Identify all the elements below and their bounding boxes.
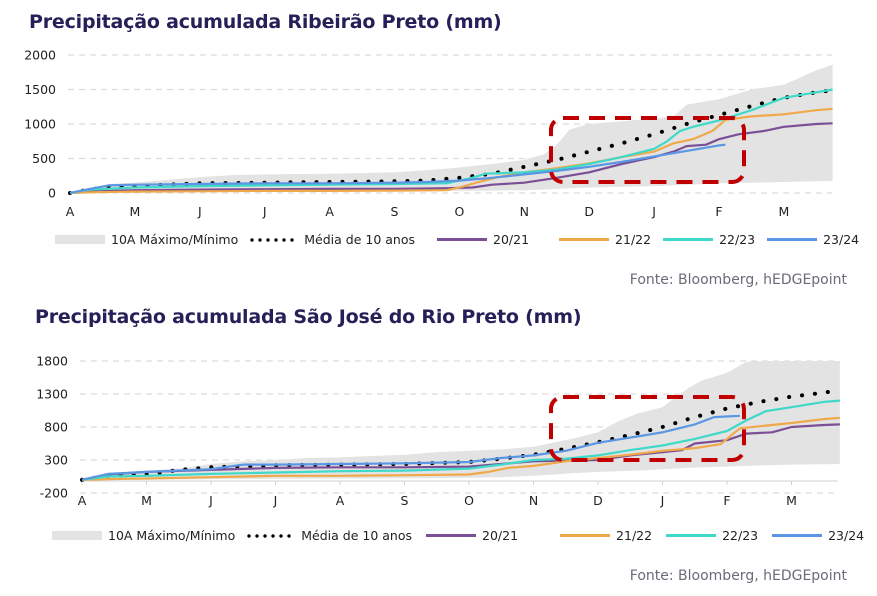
legend-swatch-2021 [426, 534, 477, 537]
highlight-box [549, 395, 746, 462]
legend-swatch-2223 [663, 238, 714, 241]
legend-item-band: 10A Máximo/Mínimo [52, 528, 235, 543]
series-line-average [68, 88, 835, 195]
y-tick-label: 1000 [24, 117, 56, 132]
legend-sao-jose-do-rio-preto: 10A Máximo/Mínimo Média de 10 anos 20/21… [52, 528, 864, 543]
legend-item-2223: 22/23 [666, 528, 758, 543]
x-tick-label: J [273, 493, 278, 508]
x-tick-label: A [78, 493, 87, 508]
legend-label-2021: 20/21 [493, 232, 530, 247]
band-max-min-area [82, 361, 840, 480]
chart-sao-jose-do-rio-preto: -200 300 800 1300 1800 A M J J A S O N D J F M [36, 354, 842, 508]
x-tick-label: A [336, 493, 345, 508]
legend-label-average: Média de 10 anos [304, 232, 416, 247]
legend-swatch-2122 [560, 534, 611, 537]
legend-swatch-2324 [767, 238, 818, 241]
x-tick-label: A [66, 204, 75, 219]
y-tick-label: 0 [48, 186, 56, 201]
highlight-box [549, 116, 746, 184]
legend-item-2324: 23/24 [767, 232, 859, 247]
y-tick-label: 1500 [24, 82, 56, 97]
y-tick-label: 500 [32, 151, 56, 166]
legend-label-2223: 22/23 [722, 528, 759, 543]
x-tick-label: A [325, 204, 334, 219]
series-line-2122 [81, 416, 840, 481]
legend-swatch-2122 [559, 238, 610, 241]
x-tick-label: M [141, 493, 152, 508]
x-tick-label: F [715, 204, 722, 219]
legend-label-2122: 21/22 [615, 232, 652, 247]
legend-item-average: Média de 10 anos [245, 528, 412, 543]
legend-item-2021: 20/21 [426, 528, 518, 543]
x-tick-label: F [723, 493, 730, 508]
legend-label-2122: 21/22 [616, 528, 653, 543]
y-tick-label: 1300 [36, 387, 68, 402]
chart-title-ribeirao-preto: Precipitação acumulada Ribeirão Preto (m… [29, 11, 502, 33]
y-tick-label: -200 [40, 486, 68, 501]
x-tick-label: N [520, 204, 529, 219]
series-line-2324 [81, 414, 740, 481]
series-line-2324 [69, 143, 726, 195]
x-tick-label: M [786, 493, 797, 508]
chart-title-sao-jose-do-rio-preto: Precipitação acumulada São José do Rio P… [35, 306, 582, 328]
legend-swatch-band [52, 531, 102, 540]
x-tick-label: J [660, 493, 665, 508]
x-tick-label: J [262, 204, 267, 219]
legend-item-2122: 21/22 [560, 528, 652, 543]
x-tick-label: D [593, 493, 603, 508]
legend-swatch-average [245, 533, 294, 538]
x-tick-label: J [197, 204, 202, 219]
legend-label-2324: 23/24 [828, 528, 865, 543]
series-line-2223 [81, 399, 840, 481]
legend-label-band: 10A Máximo/Mínimo [111, 232, 239, 247]
source-note-ribeirao-preto: Fonte: Bloomberg, hEDGEpoint [629, 272, 847, 288]
band-max-min-area [70, 64, 833, 193]
y-tick-label: 2000 [24, 48, 56, 63]
legend-item-average: Média de 10 anos [248, 232, 415, 247]
legend-label-2324: 23/24 [823, 232, 860, 247]
x-tick-label: S [401, 493, 409, 508]
source-note-sao-jose-do-rio-preto: Fonte: Bloomberg, hEDGEpoint [629, 568, 847, 584]
legend-item-band: 10A Máximo/Mínimo [55, 232, 238, 247]
legend-swatch-2021 [437, 238, 488, 241]
x-tick-label: D [584, 204, 594, 219]
x-tick-label: M [779, 204, 790, 219]
legend-swatch-2223 [666, 534, 717, 537]
y-tick-label: 1800 [36, 354, 68, 369]
legend-swatch-2324 [772, 534, 823, 537]
legend-item-2122: 21/22 [559, 232, 651, 247]
x-tick-label: O [454, 204, 464, 219]
x-tick-label: N [529, 493, 538, 508]
x-tick-label: O [464, 493, 474, 508]
legend-label-2021: 20/21 [482, 528, 519, 543]
legend-label-band: 10A Máximo/Mínimo [108, 528, 236, 543]
legend-swatch-band [55, 235, 105, 244]
legend-ribeirao-preto: 10A Máximo/Mínimo Média de 10 anos 20/21… [55, 232, 859, 247]
x-tick-label: S [391, 204, 399, 219]
y-tick-label: 800 [44, 420, 68, 435]
legend-item-2324: 23/24 [772, 528, 864, 543]
legend-item-2223: 22/23 [663, 232, 755, 247]
legend-item-2021: 20/21 [437, 232, 529, 247]
legend-label-average: Média de 10 anos [301, 528, 413, 543]
x-tick-label: J [208, 493, 213, 508]
chart-ribeirao-preto: 0 500 1000 1500 2000 A M J J A S O N D J F M [24, 48, 835, 219]
legend-swatch-average [248, 237, 297, 242]
legend-label-2223: 22/23 [719, 232, 756, 247]
y-tick-label: 300 [44, 453, 68, 468]
x-tick-label: J [651, 204, 656, 219]
x-tick-label: M [130, 204, 141, 219]
